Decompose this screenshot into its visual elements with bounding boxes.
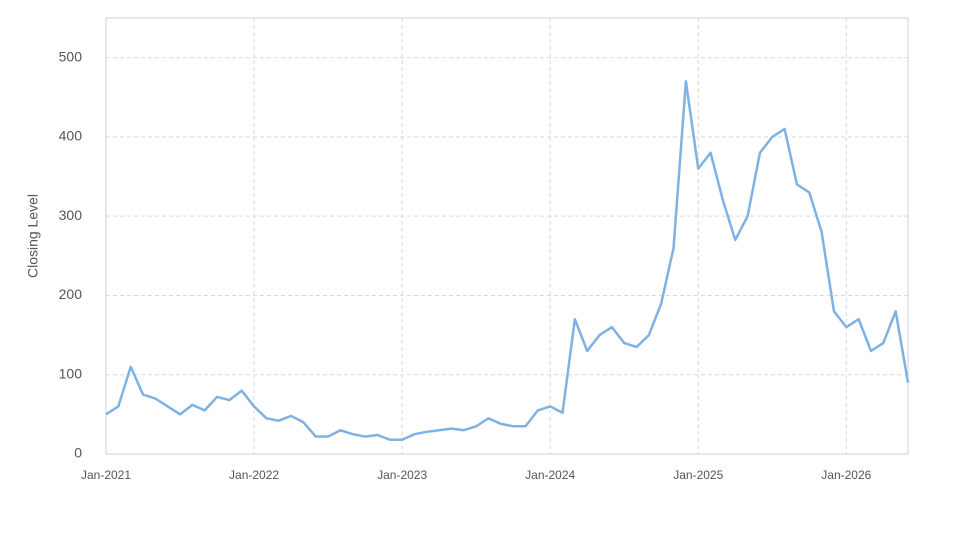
- y-tick-label: 0: [74, 445, 82, 461]
- y-tick-label: 200: [59, 286, 83, 302]
- x-tick-label: Jan-2021: [81, 468, 131, 482]
- x-tick-label: Jan-2025: [673, 468, 723, 482]
- x-tick-label: Jan-2023: [377, 468, 427, 482]
- y-tick-label: 100: [59, 365, 83, 381]
- line: [105, 80, 910, 441]
- x-tick-label: Jan-2026: [821, 468, 871, 482]
- y-axis-label: Closing Level: [25, 194, 41, 278]
- y-tick-label: 300: [59, 207, 83, 223]
- x-tick-label: Jan-2022: [229, 468, 279, 482]
- x-tick-label: Jan-2024: [525, 468, 575, 482]
- plot-border: [105, 17, 909, 455]
- y-tick-label: 500: [59, 48, 83, 64]
- y-tick-label: 400: [59, 128, 83, 144]
